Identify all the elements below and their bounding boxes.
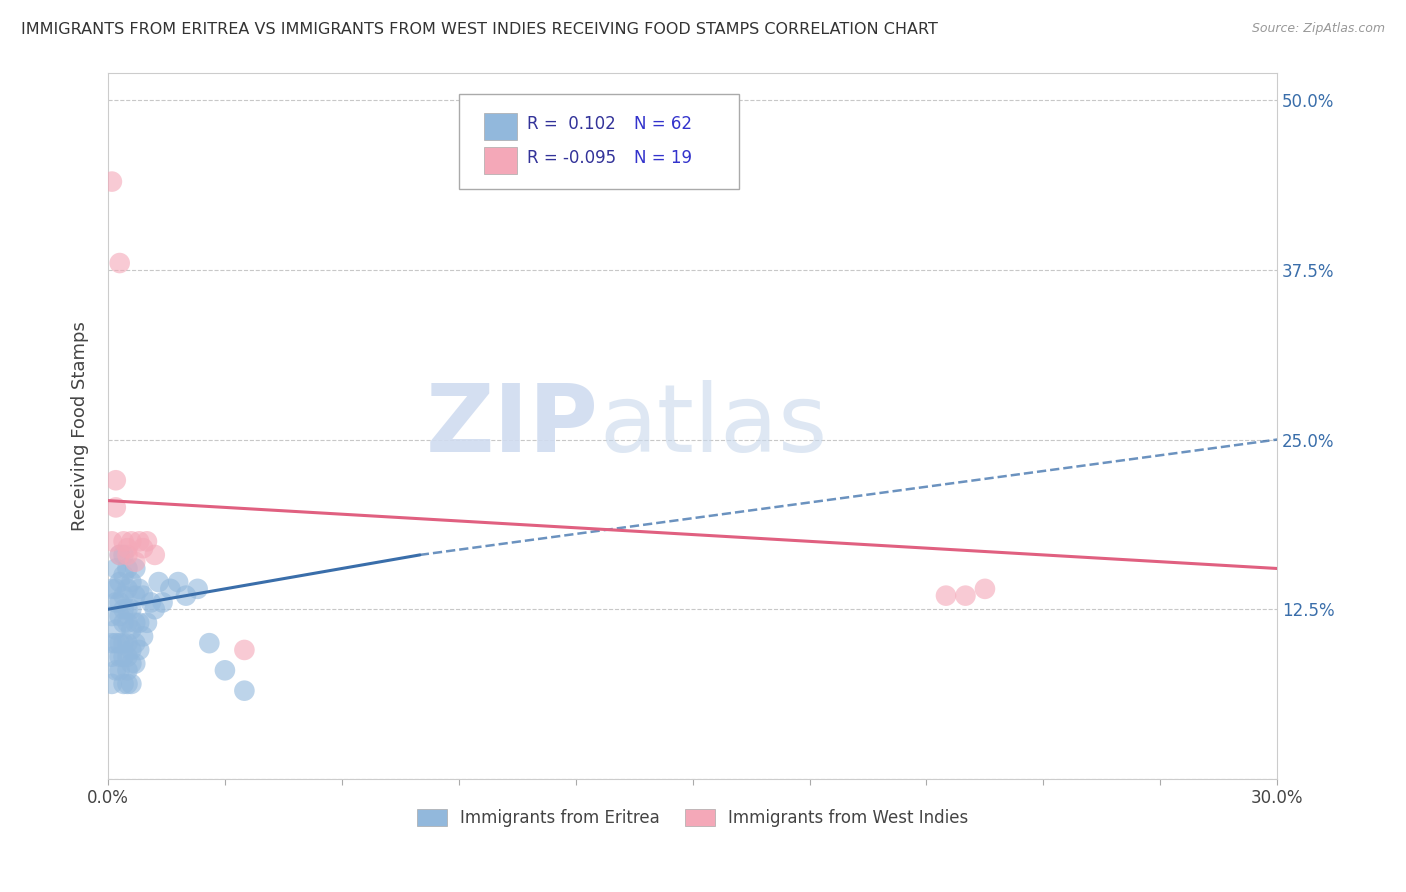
Point <box>104 473 127 487</box>
Point <box>214 663 236 677</box>
Bar <box>485 147 517 174</box>
Point <box>108 548 131 562</box>
Point <box>124 657 146 671</box>
Text: Source: ZipAtlas.com: Source: ZipAtlas.com <box>1251 22 1385 36</box>
Point <box>117 541 139 555</box>
Point <box>101 534 124 549</box>
Point <box>132 629 155 643</box>
Point <box>120 602 142 616</box>
Point <box>112 636 135 650</box>
Point <box>108 548 131 562</box>
Point <box>101 636 124 650</box>
Point <box>104 663 127 677</box>
Text: N = 62: N = 62 <box>634 115 692 133</box>
Point <box>143 602 166 616</box>
Point <box>128 643 150 657</box>
Point <box>136 615 159 630</box>
Point <box>120 623 142 637</box>
Point <box>117 649 139 664</box>
Point <box>120 657 142 671</box>
Text: R = -0.095: R = -0.095 <box>527 149 616 167</box>
Point <box>120 643 142 657</box>
Point <box>101 649 124 664</box>
Point <box>112 548 135 562</box>
Point <box>117 636 139 650</box>
Point <box>112 534 135 549</box>
Text: atlas: atlas <box>599 380 827 472</box>
Point <box>187 582 209 596</box>
Point <box>132 589 155 603</box>
Y-axis label: Receiving Food Stamps: Receiving Food Stamps <box>72 321 89 531</box>
Point <box>124 589 146 603</box>
Point <box>124 555 146 569</box>
Point <box>233 683 256 698</box>
Point <box>101 677 124 691</box>
Bar <box>485 113 517 140</box>
Point <box>935 589 957 603</box>
Point <box>112 649 135 664</box>
Point <box>101 175 124 189</box>
Point <box>117 582 139 596</box>
Point <box>132 541 155 555</box>
Point <box>139 595 162 609</box>
Point <box>974 582 997 596</box>
Point <box>108 636 131 650</box>
Point <box>174 589 197 603</box>
Point <box>104 623 127 637</box>
Text: N = 19: N = 19 <box>634 149 692 167</box>
Point <box>108 575 131 590</box>
Point <box>117 615 139 630</box>
Point <box>152 595 174 609</box>
Point <box>104 636 127 650</box>
Point <box>112 568 135 582</box>
Point <box>101 609 124 624</box>
Point <box>117 677 139 691</box>
Point <box>117 561 139 575</box>
Point <box>117 663 139 677</box>
Point <box>101 582 124 596</box>
Point <box>124 636 146 650</box>
Point <box>128 534 150 549</box>
Point <box>167 575 190 590</box>
Point <box>112 589 135 603</box>
Point <box>120 575 142 590</box>
Point <box>108 663 131 677</box>
Point <box>128 582 150 596</box>
Point <box>108 595 131 609</box>
Point <box>136 534 159 549</box>
Text: IMMIGRANTS FROM ERITREA VS IMMIGRANTS FROM WEST INDIES RECEIVING FOOD STAMPS COR: IMMIGRANTS FROM ERITREA VS IMMIGRANTS FR… <box>21 22 938 37</box>
Point <box>120 677 142 691</box>
Point <box>104 595 127 609</box>
Point <box>104 561 127 575</box>
Point <box>955 589 977 603</box>
Text: R =  0.102: R = 0.102 <box>527 115 616 133</box>
Point <box>120 534 142 549</box>
Point <box>117 548 139 562</box>
Point <box>128 615 150 630</box>
Point <box>124 561 146 575</box>
Point <box>108 609 131 624</box>
Point <box>108 256 131 270</box>
Point <box>124 615 146 630</box>
FancyBboxPatch shape <box>458 95 740 189</box>
Point <box>112 602 135 616</box>
Point <box>112 615 135 630</box>
Point <box>148 575 170 590</box>
Text: ZIP: ZIP <box>426 380 599 472</box>
Point <box>143 548 166 562</box>
Point <box>104 582 127 596</box>
Point <box>233 643 256 657</box>
Point <box>112 677 135 691</box>
Point <box>117 602 139 616</box>
Legend: Immigrants from Eritrea, Immigrants from West Indies: Immigrants from Eritrea, Immigrants from… <box>411 803 976 834</box>
Point <box>198 636 221 650</box>
Point <box>104 500 127 515</box>
Point <box>159 582 181 596</box>
Point <box>108 649 131 664</box>
